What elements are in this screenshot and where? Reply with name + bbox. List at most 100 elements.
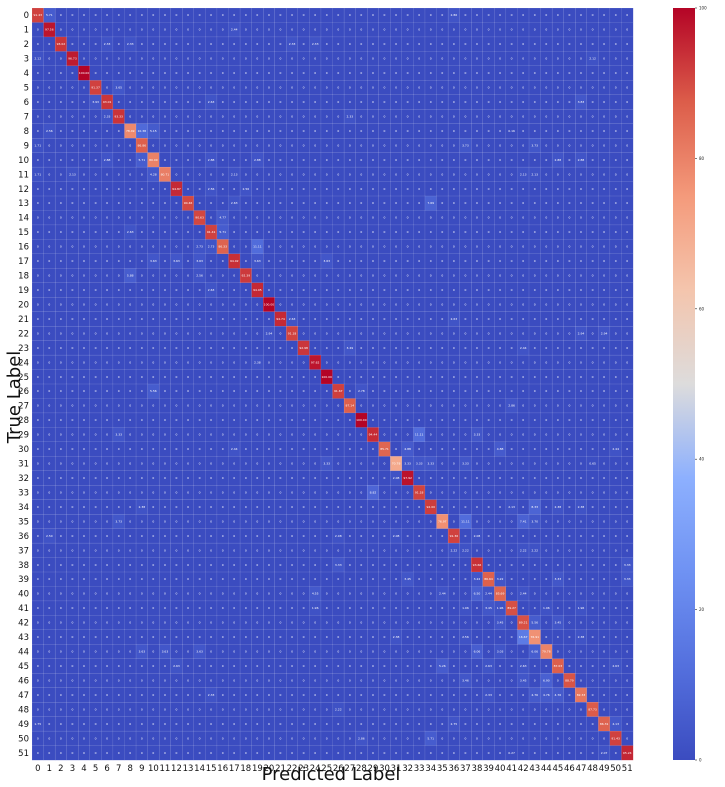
cell-value-label: 0 (83, 331, 85, 335)
cell-value-label: 0 (326, 57, 328, 61)
cell-value-label: 0 (210, 201, 212, 205)
cell-value-label: 0 (164, 143, 166, 147)
cell-value-label: 6.50 (474, 592, 481, 596)
cell-value-label: 0 (418, 505, 420, 509)
cell-value-label: 0 (476, 216, 478, 220)
cell-value-label: 0 (303, 259, 305, 263)
cell-value-label: 0 (164, 331, 166, 335)
cell-value-label: 0 (60, 100, 62, 104)
cell-value-label: 0 (511, 57, 513, 61)
cell-value-label: 0 (464, 86, 466, 90)
cell-value-label: 0 (384, 187, 386, 191)
cell-value-label: 0 (291, 360, 293, 364)
cell-value-label: 0 (60, 158, 62, 162)
cell-value-label: 0 (488, 57, 490, 61)
cell-value-label: 2.22 (462, 548, 469, 552)
cell-value-label: 0 (37, 418, 39, 422)
cell-value-label: 0 (106, 143, 108, 147)
cell-value-label: 0 (534, 13, 536, 17)
cell-value-label: 0 (187, 404, 189, 408)
cell-value-label: 0 (476, 476, 478, 480)
cell-value-label: 0 (95, 143, 97, 147)
cell-value-label: 0 (187, 302, 189, 306)
cell-value-label: 0 (580, 129, 582, 133)
cell-value-label: 0 (384, 288, 386, 292)
cell-value-label: 0 (615, 606, 617, 610)
cell-value-label: 0 (488, 42, 490, 46)
cell-value-label: 0 (176, 433, 178, 437)
cell-value-label: 0 (557, 129, 559, 133)
cell-value-label: 0 (441, 621, 443, 625)
cell-value-label: 0 (384, 216, 386, 220)
cell-value-label: 0 (245, 389, 247, 393)
cell-value-label: 0 (568, 172, 570, 176)
cell-value-label: 0 (453, 563, 455, 567)
cell-value-label: 0 (407, 418, 409, 422)
cell-value-label: 0 (245, 143, 247, 147)
cell-value-label: 0 (303, 201, 305, 205)
cell-value-label: 0 (83, 129, 85, 133)
cell-value-label: 0 (626, 490, 628, 494)
cell-value-label: 0 (592, 13, 594, 17)
cell-value-label: 0 (360, 13, 362, 17)
cell-value-label: 0 (60, 259, 62, 263)
cell-value-label: 0 (626, 129, 628, 133)
cell-value-label: 0 (245, 114, 247, 118)
cell-value-label: 0 (106, 462, 108, 466)
cell-value-label: 0 (164, 317, 166, 321)
cell-value-label: 0 (615, 288, 617, 292)
cell-value-label: 0 (291, 635, 293, 639)
cell-value-label: 0 (626, 331, 628, 335)
cell-value-label: 0 (245, 534, 247, 538)
cell-value-label: 0 (476, 606, 478, 610)
cell-value-label: 0 (199, 230, 201, 234)
cell-value-label: 0 (349, 606, 351, 610)
cell-value-label: 0 (106, 317, 108, 321)
cell-value-label: 0 (83, 389, 85, 393)
cell-value-label: 0 (164, 476, 166, 480)
cell-value-label: 0 (48, 490, 50, 494)
cell-value-label: 0 (176, 606, 178, 610)
cell-value-label: 0 (545, 201, 547, 205)
cell-value-label: 0 (418, 172, 420, 176)
cell-value-label: 0 (280, 216, 282, 220)
cell-value-label: 0 (60, 563, 62, 567)
cell-value-label: 0 (464, 114, 466, 118)
cell-value-label: 0 (534, 201, 536, 205)
cell-value-label: 0 (141, 216, 143, 220)
cell-value-label: 0 (118, 143, 120, 147)
cell-value-label: 0 (118, 418, 120, 422)
cell-value-label: 0 (499, 143, 501, 147)
cell-value-label: 0 (222, 28, 224, 32)
cell-value-label: 0 (268, 71, 270, 75)
cell-value-label: 0 (95, 534, 97, 538)
cell-value-label: 0 (83, 476, 85, 480)
cell-value-label: 0 (418, 201, 420, 205)
cell-value-label: 0 (83, 317, 85, 321)
cell-value-label: 0 (222, 71, 224, 75)
cell-value-label: 0 (418, 592, 420, 596)
cell-value-label: 0 (407, 100, 409, 104)
cell-value-label: 0 (187, 216, 189, 220)
cell-value-label: 0 (314, 129, 316, 133)
cell-value-label: 0 (615, 216, 617, 220)
cell-value-label: 0 (187, 490, 189, 494)
cell-value-label: 0 (430, 143, 432, 147)
cell-value-label: 0 (37, 534, 39, 538)
cell-value-label: 0 (511, 201, 513, 205)
cell-value-label: 0 (615, 129, 617, 133)
cell-value-label: 0 (303, 172, 305, 176)
cell-value-label: 0 (129, 505, 131, 509)
cell-value-label: 0 (106, 621, 108, 625)
cell-value-label: 0 (522, 375, 524, 379)
cell-value-label: 0 (511, 259, 513, 263)
cell-value-label: 0 (106, 57, 108, 61)
cell-value-label: 0 (557, 418, 559, 422)
cell-value-label: 0 (106, 216, 108, 220)
cell-value-label: 0 (48, 346, 50, 350)
cell-value-label: 0 (476, 187, 478, 191)
cell-value-label: 0 (129, 86, 131, 90)
cell-value-label: 0 (95, 302, 97, 306)
cell-value-label: 0 (314, 317, 316, 321)
cell-value-label: 0 (83, 447, 85, 451)
